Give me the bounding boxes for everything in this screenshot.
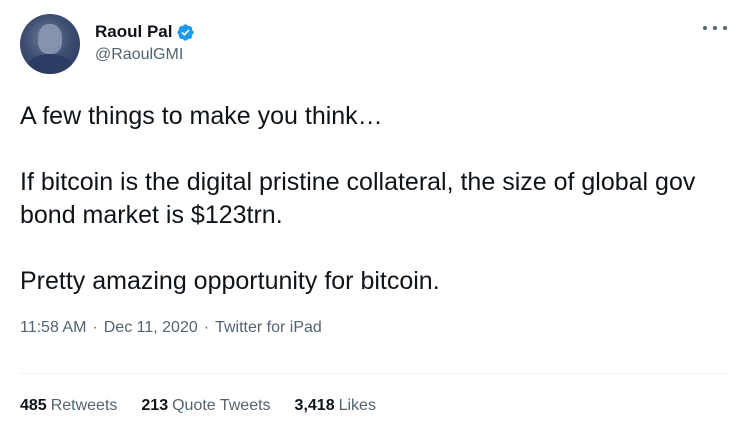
display-name[interactable]: Raoul Pal [95,22,173,41]
tweet-paragraph: A few things to make you think… [20,102,383,130]
tweet-source[interactable]: Twitter for iPad [215,319,322,336]
tweet-text: A few things to make you think… If bitco… [20,100,729,298]
tweet-stats: 485 Retweets 213 Quote Tweets 3,418 Like… [20,396,400,416]
more-dot [713,26,717,30]
name-row: Raoul Pal [95,22,195,42]
tweet-time[interactable]: 11:58 AM [20,319,87,336]
more-options-icon[interactable] [703,18,727,38]
divider [20,373,729,374]
tweet-paragraph: If bitcoin is the digital pristine colla… [20,168,696,229]
avatar-face [38,24,62,54]
quote-tweets-label: Quote Tweets [172,397,271,414]
avatar[interactable] [20,14,80,74]
tweet-header: Raoul Pal @RaoulGMI [20,14,729,78]
tweet-date[interactable]: Dec 11, 2020 [103,319,198,336]
retweets-count: 485 [20,397,47,414]
retweets-label: Retweets [50,397,118,414]
handle[interactable]: @RaoulGMI [95,46,184,63]
quote-tweets-count: 213 [141,397,169,414]
quote-tweets-stat[interactable]: 213 Quote Tweets [141,396,270,416]
likes-count: 3,418 [294,397,335,414]
verified-badge-icon [177,23,195,41]
meta-separator: · [92,319,98,336]
likes-stat[interactable]: 3,418 Likes [295,396,376,416]
tweet-meta: 11:58 AM · Dec 11, 2020 · Twitter for iP… [20,318,729,338]
likes-label: Likes [338,397,376,414]
more-dot [723,26,727,30]
meta-separator: · [203,319,210,336]
retweets-stat[interactable]: 485 Retweets [20,396,117,416]
tweet-paragraph: Pretty amazing opportunity for bitcoin. [20,267,440,295]
more-dot [703,26,707,30]
avatar-shoulders [26,54,74,74]
author-names: Raoul Pal @RaoulGMI [95,22,195,65]
